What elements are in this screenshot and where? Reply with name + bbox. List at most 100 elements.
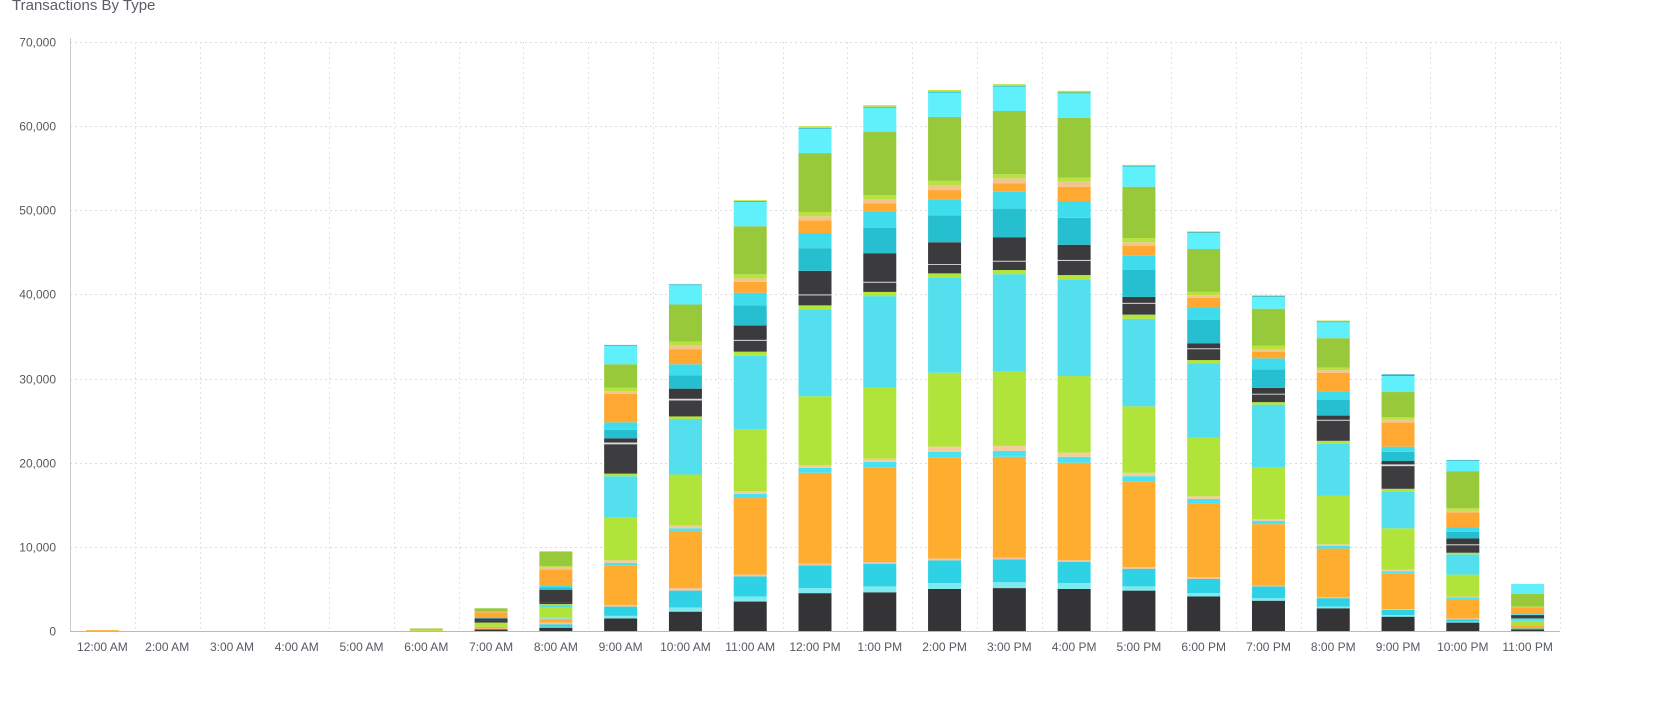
bar-segment[interactable] — [668, 388, 702, 399]
bar-segment[interactable] — [928, 185, 962, 191]
bar-segment[interactable] — [798, 563, 832, 566]
bar-segment[interactable] — [1122, 238, 1156, 243]
bar-segment[interactable] — [1511, 615, 1545, 619]
bar-segment[interactable] — [992, 450, 1026, 457]
bar-stack[interactable] — [1381, 374, 1415, 631]
bar-segment[interactable] — [928, 264, 962, 265]
bar-segment[interactable] — [668, 607, 702, 612]
bar-segment[interactable] — [798, 465, 832, 468]
bar-segment[interactable] — [928, 199, 962, 216]
bar-segment[interactable] — [1381, 616, 1415, 631]
bar-segment[interactable] — [539, 626, 573, 628]
bar-segment[interactable] — [409, 629, 443, 631]
bar-segment[interactable] — [1316, 338, 1350, 368]
bar-segment[interactable] — [604, 615, 638, 619]
bar-segment[interactable] — [1187, 596, 1221, 631]
bar-segment[interactable] — [1122, 590, 1156, 631]
bar-segment[interactable] — [668, 416, 702, 419]
bar-segment[interactable] — [1446, 508, 1480, 511]
bar-segment[interactable] — [1057, 117, 1091, 178]
bar-segment[interactable] — [668, 611, 702, 631]
bar-segment[interactable] — [733, 200, 767, 202]
bar-stack[interactable] — [928, 89, 962, 631]
bar-segment[interactable] — [1316, 420, 1350, 441]
bar-segment[interactable] — [1316, 367, 1350, 371]
bar-stack[interactable] — [1122, 164, 1156, 631]
bar-segment[interactable] — [1511, 593, 1545, 607]
bar-segment[interactable] — [733, 576, 767, 597]
bar-segment[interactable] — [1251, 586, 1285, 599]
bar-segment[interactable] — [1251, 585, 1285, 587]
bar-segment[interactable] — [539, 589, 573, 603]
bar-segment[interactable] — [798, 309, 832, 397]
bar-segment[interactable] — [1057, 177, 1091, 182]
bar-segment[interactable] — [539, 566, 573, 568]
bar-segment[interactable] — [1381, 422, 1415, 447]
bar-segment[interactable] — [1381, 491, 1415, 529]
bar-segment[interactable] — [863, 563, 897, 587]
bar-segment[interactable] — [604, 429, 638, 439]
bar-segment[interactable] — [928, 277, 962, 373]
bar-segment[interactable] — [992, 208, 1026, 238]
bar-segment[interactable] — [733, 201, 767, 227]
bar-segment[interactable] — [668, 364, 702, 376]
bar-segment[interactable] — [1316, 399, 1350, 416]
bar-segment[interactable] — [604, 393, 638, 423]
bar-segment[interactable] — [1057, 588, 1091, 631]
bar-segment[interactable] — [604, 387, 638, 392]
bar-segment[interactable] — [1122, 270, 1156, 297]
bar-segment[interactable] — [1381, 446, 1415, 452]
bar-segment[interactable] — [1316, 597, 1350, 599]
bar-segment[interactable] — [733, 574, 767, 577]
bar-segment[interactable] — [1381, 464, 1415, 467]
bar-segment[interactable] — [1057, 244, 1091, 260]
bar-segment[interactable] — [992, 445, 1026, 451]
bar-segment[interactable] — [1511, 625, 1545, 629]
bar-segment[interactable] — [1511, 583, 1545, 594]
bar-segment[interactable] — [474, 629, 508, 631]
bar-segment[interactable] — [928, 92, 962, 117]
bar-stack[interactable] — [539, 551, 573, 631]
bar-segment[interactable] — [604, 606, 638, 616]
bar-segment[interactable] — [733, 429, 767, 492]
bar-stack[interactable] — [668, 284, 702, 631]
bar-segment[interactable] — [1316, 544, 1350, 547]
bar-stack[interactable] — [1511, 583, 1545, 631]
bar-segment[interactable] — [992, 557, 1026, 560]
bar-segment[interactable] — [1187, 248, 1221, 292]
bar-segment[interactable] — [863, 203, 897, 212]
bar-segment[interactable] — [863, 107, 897, 133]
bar-segment[interactable] — [539, 587, 573, 590]
bar-segment[interactable] — [733, 278, 767, 282]
bar-segment[interactable] — [733, 493, 767, 499]
bar-segment[interactable] — [668, 345, 702, 350]
bar-segment[interactable] — [1057, 376, 1091, 453]
bar-segment[interactable] — [1187, 503, 1221, 578]
bar-segment[interactable] — [1446, 554, 1480, 575]
bar-segment[interactable] — [1446, 621, 1480, 623]
bar-segment[interactable] — [1316, 372, 1350, 392]
bar-segment[interactable] — [928, 583, 962, 589]
bar-segment[interactable] — [668, 349, 702, 365]
bar-segment[interactable] — [1381, 569, 1415, 572]
bar-segment[interactable] — [863, 387, 897, 459]
bar-segment[interactable] — [1122, 302, 1156, 304]
bar-segment[interactable] — [1057, 217, 1091, 245]
bar-segment[interactable] — [1511, 618, 1545, 621]
bar-segment[interactable] — [1316, 606, 1350, 609]
bar-segment[interactable] — [539, 602, 573, 605]
bar-segment[interactable] — [1057, 560, 1091, 563]
bar-segment[interactable] — [1057, 259, 1091, 261]
bar-segment[interactable] — [992, 84, 1026, 86]
bar-segment[interactable] — [1251, 345, 1285, 350]
bar-segment[interactable] — [1381, 571, 1415, 574]
bar-segment[interactable] — [1251, 402, 1285, 405]
bar-segment[interactable] — [539, 551, 573, 567]
bar-segment[interactable] — [733, 274, 767, 279]
bar-segment[interactable] — [1057, 186, 1091, 202]
bar-segment[interactable] — [668, 400, 702, 417]
bar-segment[interactable] — [1122, 242, 1156, 246]
bar-stack[interactable] — [863, 105, 897, 631]
bar-segment[interactable] — [1316, 440, 1350, 444]
bar-stack[interactable] — [409, 628, 443, 631]
